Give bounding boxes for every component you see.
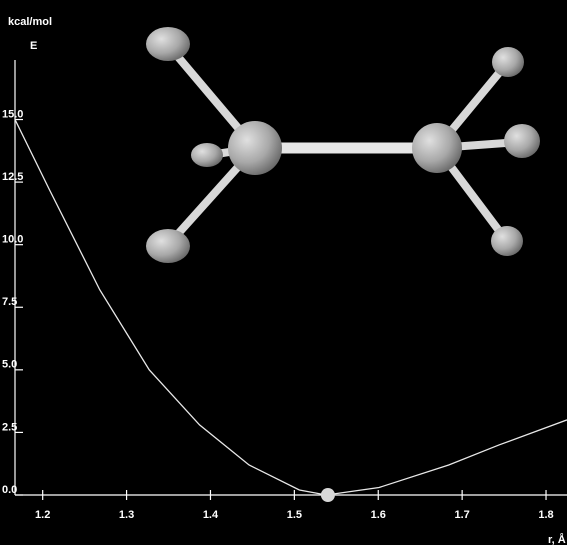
x-tick-label: 1.4 — [203, 509, 219, 521]
y-unit-label: kcal/mol — [8, 16, 52, 28]
y-tick-label: 10.0 — [2, 234, 23, 246]
y-tick-label: 5.0 — [2, 359, 17, 371]
x-tick-label: 1.3 — [119, 509, 134, 521]
chart: kcal/mol E r, Å 0.0 2.5 5.0 7.5 10.0 12.5 15.0… — [0, 0, 567, 545]
y-tick-label: 15.0 — [2, 108, 23, 120]
background — [0, 0, 567, 545]
x-axis-label: r, Å — [548, 533, 566, 545]
x-tick-label: 1.2 — [35, 509, 50, 521]
y-tick-label: 7.5 — [2, 296, 17, 308]
y-axis-label: E — [30, 40, 37, 52]
x-tick-label: 1.5 — [287, 509, 302, 521]
y-tick-label: 2.5 — [2, 421, 17, 433]
y-tick-label: 0.0 — [2, 484, 17, 496]
x-tick-label: 1.6 — [371, 509, 386, 521]
x-tick-label: 1.7 — [454, 509, 469, 521]
y-tick-label: 12.5 — [2, 171, 23, 183]
x-tick-label: 1.8 — [538, 509, 553, 521]
minimum-marker — [321, 488, 335, 502]
